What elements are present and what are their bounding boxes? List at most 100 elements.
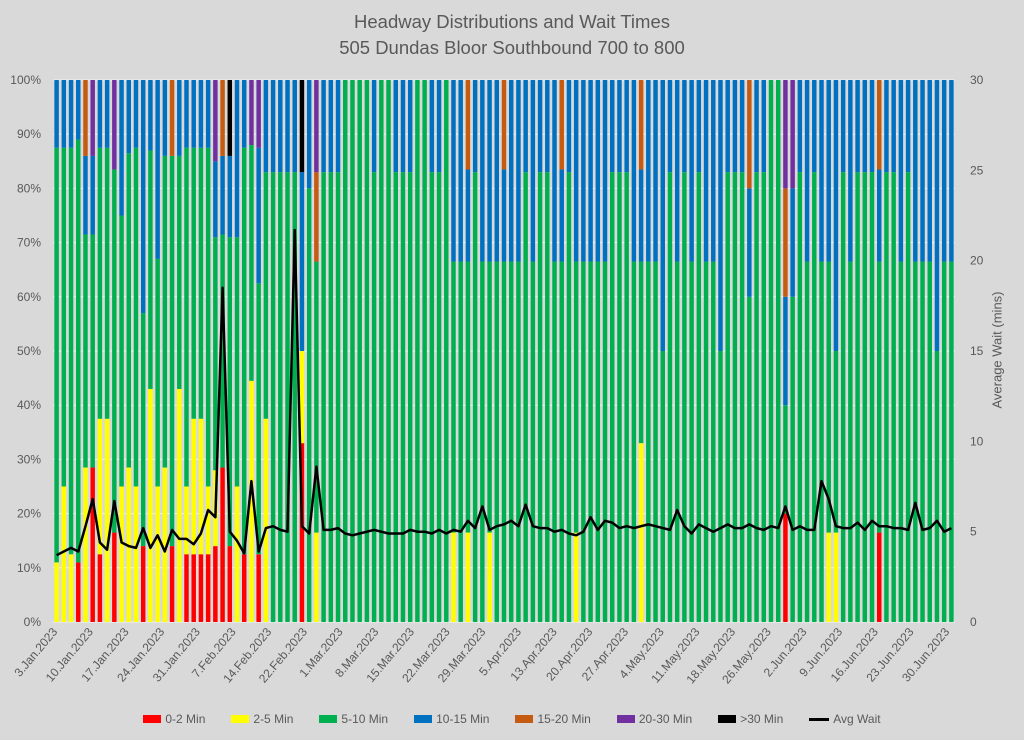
- bar-segment-5-10-min: [862, 172, 868, 622]
- legend-swatch: [231, 715, 250, 723]
- chart-title: Headway Distributions and Wait Times: [354, 11, 670, 32]
- bar-segment-20-30-min: [314, 80, 319, 173]
- bar: [314, 80, 319, 622]
- bar-segment-2-5-min: [487, 532, 492, 622]
- bar-segment-10-15-min: [184, 80, 189, 148]
- bar-segment-10-15-min: [205, 80, 211, 148]
- bar: [480, 80, 485, 622]
- bar-segment-10-15-min: [119, 80, 124, 216]
- bar-segment--30-min: [227, 80, 233, 156]
- bar: [667, 80, 673, 622]
- bar-segment-10-15-min: [393, 80, 398, 173]
- bar-segment-10-15-min: [876, 169, 882, 262]
- bar-segment-5-10-min: [754, 172, 759, 622]
- bar: [617, 80, 622, 622]
- bar-segment-2-5-min: [177, 388, 182, 622]
- bar: [241, 80, 247, 622]
- bar: [559, 80, 564, 622]
- bar: [494, 80, 500, 622]
- bar-segment-5-10-min: [465, 261, 471, 533]
- bar-segment-5-10-min: [530, 261, 536, 622]
- bar-segment-10-15-min: [573, 80, 579, 262]
- bar-segment-5-10-min: [177, 155, 182, 389]
- bar: [934, 80, 940, 622]
- bar: [148, 80, 153, 622]
- bar-segment-5-10-min: [140, 313, 146, 547]
- bar-segment-10-15-min: [595, 80, 601, 262]
- bar-segment-5-10-min: [76, 139, 81, 563]
- bar-segment-5-10-min: [364, 80, 370, 622]
- bar-segment-10-15-min: [234, 80, 240, 238]
- bar-segment-2-5-min: [133, 486, 139, 622]
- bar-segment-10-15-min: [278, 80, 283, 173]
- y-tick-label: 60%: [17, 290, 41, 304]
- bar: [184, 80, 189, 622]
- bar-segment-5-10-min: [602, 261, 608, 622]
- bar-segment-5-10-min: [379, 80, 384, 622]
- bar-segment-10-15-min: [913, 80, 918, 262]
- bar-segment-15-20-min: [314, 172, 319, 262]
- bar-segment-2-5-min: [155, 486, 160, 622]
- bar-segment-10-15-min: [602, 80, 608, 262]
- bar-segment-20-30-min: [90, 80, 95, 156]
- bar-segment-5-10-min: [646, 261, 651, 622]
- bar-segment-5-10-min: [610, 172, 615, 622]
- legend-swatch: [319, 715, 338, 723]
- bar-segment-2-5-min: [61, 486, 67, 622]
- bar: [610, 80, 615, 622]
- bar-segment-5-10-min: [184, 147, 189, 487]
- bar-segment-0-2-min: [112, 532, 117, 622]
- bar-segment-2-5-min: [314, 532, 319, 622]
- bar-segment-15-20-min: [220, 80, 225, 156]
- y2-tick-label: 20: [970, 254, 984, 268]
- bar: [840, 80, 846, 622]
- legend-swatch: [143, 715, 162, 723]
- bar-segment-10-15-min: [465, 169, 471, 262]
- bar-segment-5-10-min: [739, 172, 745, 622]
- bar: [653, 80, 658, 622]
- bar-segment-2-5-min: [299, 351, 305, 444]
- bar: [876, 80, 882, 622]
- bar: [191, 80, 196, 622]
- bar: [869, 80, 875, 622]
- bar-segment-2-5-min: [191, 418, 196, 555]
- bar-segment-10-15-min: [537, 80, 543, 173]
- bar-segment-15-20-min: [559, 80, 564, 170]
- bar-segment-10-15-min: [552, 80, 557, 262]
- bar: [400, 80, 406, 622]
- bar: [826, 80, 831, 622]
- bar: [379, 80, 384, 622]
- bar: [516, 80, 521, 622]
- bar: [234, 80, 240, 622]
- bar: [660, 80, 665, 622]
- bar-segment-10-15-min: [689, 80, 694, 262]
- bar-segment-15-20-min: [876, 80, 882, 170]
- bar: [306, 80, 312, 622]
- bar-segment-10-15-min: [674, 80, 680, 262]
- bar-segment-5-10-min: [747, 296, 752, 622]
- bar-segment-10-15-min: [545, 80, 550, 173]
- bar-segment-10-15-min: [855, 80, 860, 173]
- bar-segment-2-5-min: [249, 380, 254, 622]
- bar-segment-10-15-min: [927, 80, 932, 262]
- bar: [891, 80, 896, 622]
- bar-segment-10-15-min: [739, 80, 745, 173]
- bar: [328, 80, 334, 622]
- legend-label: 0-2 Min: [165, 712, 206, 726]
- bar-segment-10-15-min: [227, 155, 233, 238]
- bar-segment-10-15-min: [617, 80, 622, 173]
- bar: [104, 80, 110, 622]
- bars: [54, 80, 954, 622]
- bar-segment-10-15-min: [76, 80, 81, 140]
- bar: [941, 80, 947, 622]
- bar-segment-10-15-min: [451, 80, 456, 262]
- bar-segment-10-15-min: [213, 161, 218, 238]
- bar-segment-5-10-min: [804, 261, 810, 622]
- chart-subtitle: 505 Dundas Bloor Southbound 700 to 800: [339, 37, 685, 58]
- bar-segment-5-10-min: [169, 155, 175, 547]
- bar-segment-15-20-min: [501, 80, 507, 170]
- bar-segment-5-10-min: [790, 296, 795, 622]
- bar-segment-10-15-min: [487, 80, 492, 262]
- bar-segment-5-10-min: [112, 169, 117, 533]
